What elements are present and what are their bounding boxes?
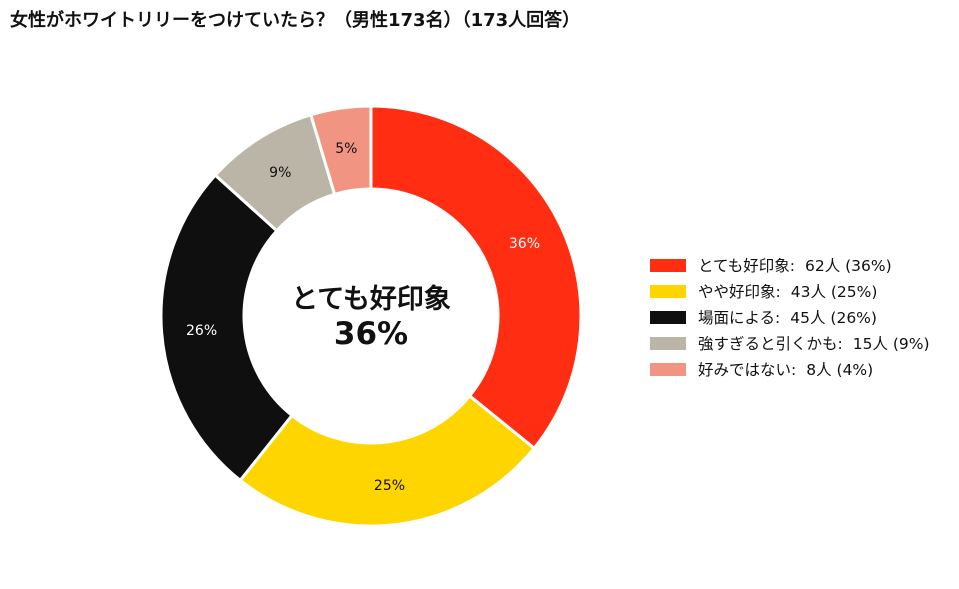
slice-0 [369, 104, 583, 451]
legend-item-3: 強すぎると引くかも: 15人 (9%) [650, 330, 930, 356]
legend-swatch-3 [650, 336, 686, 350]
legend-label-3: 強すぎると引くかも: [698, 335, 843, 353]
slice-label-3: 9% [269, 165, 291, 181]
slice-label-group: 36% 25% 26% 9% 5% [186, 141, 540, 494]
center-value: 36% [334, 316, 408, 352]
legend-item-2: 場面による: 45人 (26%) [650, 304, 930, 330]
slice-label-1: 25% [374, 478, 405, 494]
legend-swatch-1 [650, 284, 686, 298]
slice-2 [159, 172, 295, 483]
legend-item-1: やや好印象: 43人 (25%) [650, 278, 930, 304]
legend-label-0: とても好印象: [698, 257, 795, 275]
slice-4 [308, 104, 373, 197]
legend-item-0: とても好印象: 62人 (36%) [650, 252, 930, 278]
legend-swatch-0 [650, 258, 686, 272]
legend-swatch-4 [650, 362, 686, 376]
legend-value-3: 15人 (9%) [852, 335, 930, 353]
legend-swatch-2 [650, 310, 686, 324]
slice-label-4: 5% [335, 141, 357, 157]
slice-label-2: 26% [186, 323, 217, 339]
legend-label-4: 好みではない: [698, 361, 797, 379]
legend-value-0: 62人 (36%) [804, 257, 892, 275]
legend-value-1: 43人 (25%) [790, 283, 878, 301]
legend: とても好印象: 62人 (36%) やや好印象: 43人 (25%) 場面による: 45人… [650, 252, 930, 382]
slice-label-0: 36% [509, 236, 540, 252]
center-label: とても好印象 [291, 283, 451, 315]
slice-group [159, 104, 583, 528]
slice-1 [238, 393, 537, 528]
legend-label-1: やや好印象: [698, 283, 781, 301]
legend-item-4: 好みではない: 8人 (4%) [650, 356, 930, 382]
legend-value-2: 45人 (26%) [790, 309, 877, 327]
chart-title: 女性がホワイトリリーをつけていたら？（男性173名）（173人回答） [10, 10, 581, 31]
legend-label-2: 場面による: [698, 309, 781, 327]
legend-value-4: 8人 (4%) [806, 361, 874, 379]
